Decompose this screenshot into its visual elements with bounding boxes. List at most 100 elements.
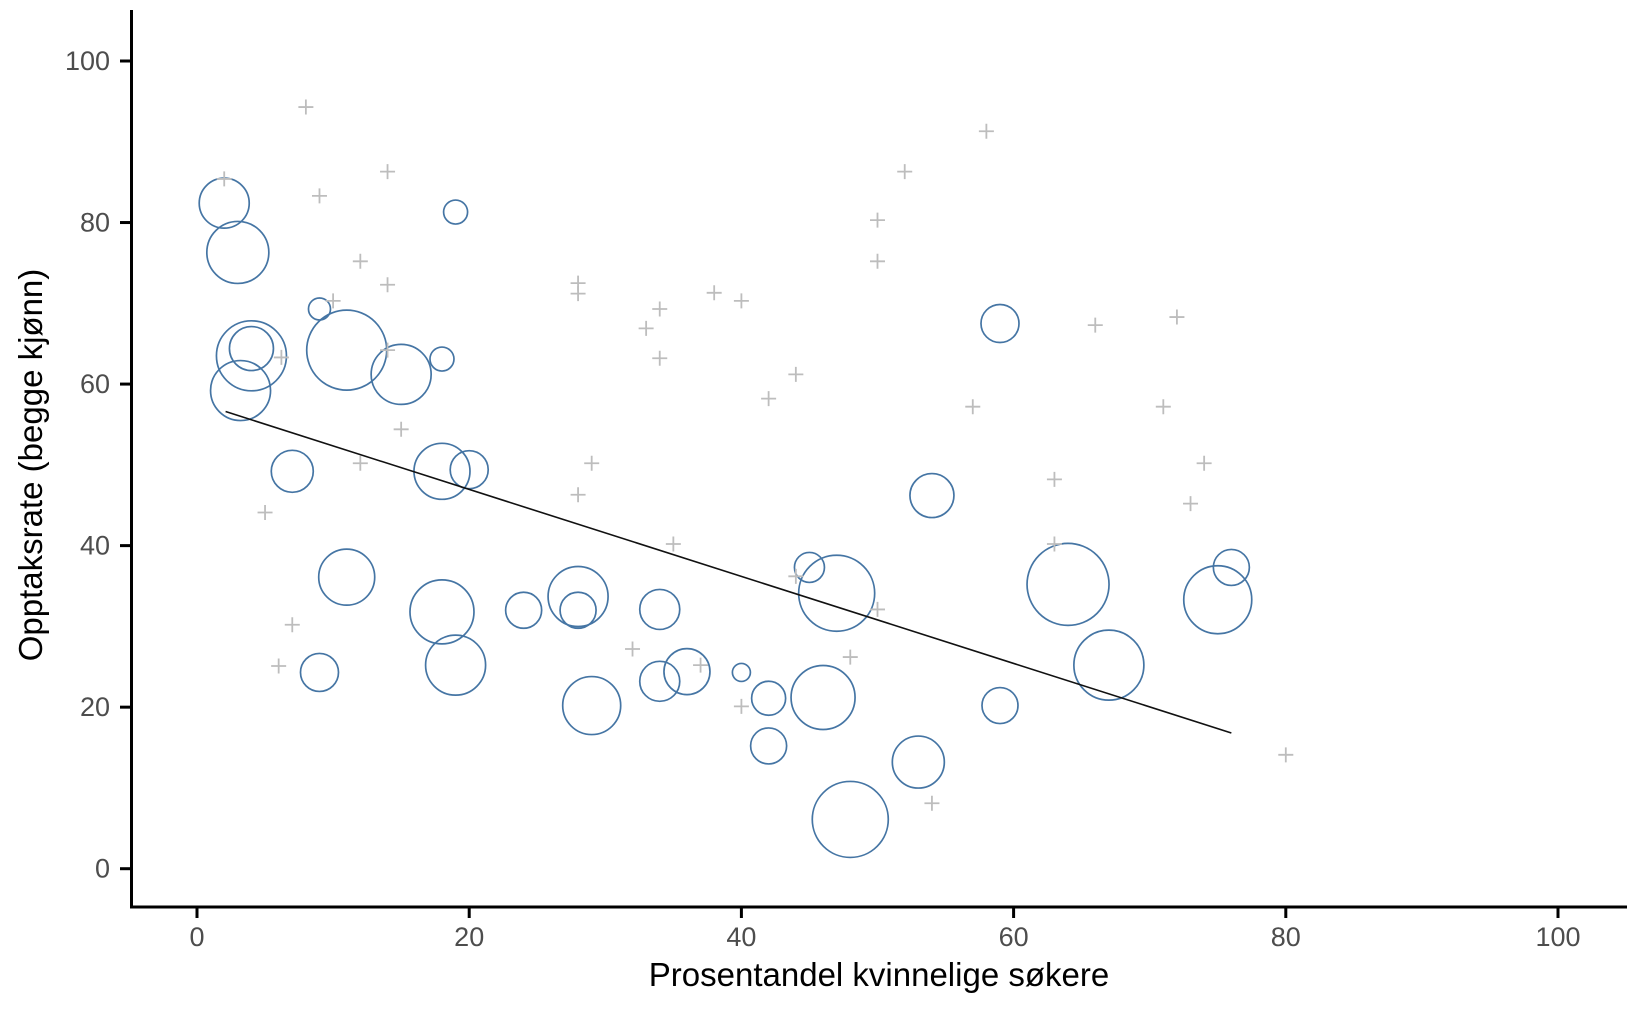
plus-marker	[271, 658, 287, 674]
x-tick-label: 40	[726, 922, 756, 952]
plus-marker	[584, 455, 600, 471]
plus-marker	[273, 349, 289, 365]
y-tick-label: 40	[80, 531, 110, 561]
x-tick-label: 80	[1271, 922, 1301, 952]
plus-marker	[257, 505, 273, 521]
x-tick-label: 100	[1535, 922, 1580, 952]
bubble-marker	[370, 343, 432, 406]
bubble-marker	[270, 449, 315, 494]
bubble-marker	[299, 652, 340, 693]
bubble-marker	[811, 780, 890, 859]
cross-series-layer	[216, 99, 1294, 811]
plus-marker	[733, 293, 749, 309]
plus-marker	[652, 350, 668, 366]
bubble-marker	[891, 735, 946, 789]
regression-line	[225, 410, 1232, 734]
bubble-series-layer	[198, 177, 1253, 859]
plus-marker	[788, 366, 804, 382]
plus-marker	[298, 99, 314, 115]
plus-marker	[380, 342, 396, 358]
plus-marker	[1183, 496, 1199, 512]
tick-layer: 0 20 40 60 80 100 0 20 40 60 80 100	[65, 46, 1581, 952]
plus-marker	[652, 301, 668, 317]
plus-marker	[1196, 455, 1212, 471]
bubble-marker	[1182, 564, 1253, 635]
bubble-marker	[215, 319, 288, 392]
x-axis-title: Prosentandel kvinnelige søkere	[649, 956, 1109, 993]
plus-marker	[665, 536, 681, 552]
plus-marker	[733, 698, 749, 714]
plus-marker	[325, 293, 341, 309]
plus-marker	[965, 399, 981, 415]
plus-marker	[216, 171, 232, 187]
plus-marker	[311, 188, 327, 204]
bubble-marker	[228, 325, 275, 372]
bubble-marker	[442, 199, 469, 225]
plus-marker	[638, 320, 654, 336]
bubble-marker	[749, 727, 788, 765]
bubble-marker	[424, 634, 487, 697]
y-tick-label: 100	[65, 46, 110, 76]
bubble-marker	[559, 591, 597, 630]
bubble-marker	[205, 220, 270, 285]
y-tick-label: 0	[95, 854, 110, 884]
bubble-marker	[1073, 629, 1145, 702]
bubble-marker	[909, 472, 955, 519]
y-tick-label: 80	[80, 208, 110, 238]
plus-marker	[1046, 471, 1062, 487]
plus-marker	[352, 455, 368, 471]
trend-line-layer	[225, 410, 1232, 734]
bubble-marker	[797, 554, 876, 633]
y-axis-title: Opptaksrate (begge kjønn)	[12, 269, 49, 662]
bubble-marker	[1212, 548, 1251, 587]
plus-marker	[625, 641, 641, 657]
bubble-marker	[663, 647, 711, 696]
plus-marker	[380, 164, 396, 180]
plus-marker	[761, 391, 777, 407]
bubble-marker	[790, 664, 856, 731]
plus-marker	[1169, 309, 1185, 325]
plus-marker	[1155, 399, 1171, 415]
bubble-marker	[429, 346, 455, 372]
plus-marker	[842, 649, 858, 665]
bubble-marker	[317, 548, 376, 606]
plus-marker	[284, 617, 300, 633]
bubble-marker	[750, 680, 787, 717]
plus-marker	[1046, 536, 1062, 552]
bubble-marker	[638, 588, 681, 631]
bubble-marker	[504, 591, 543, 630]
plus-marker	[393, 421, 409, 437]
bubble-marker	[731, 662, 752, 683]
plus-marker	[352, 253, 368, 269]
plus-marker	[897, 164, 913, 180]
plus-marker	[924, 795, 940, 811]
bubble-marker	[1026, 542, 1110, 627]
plus-marker	[788, 568, 804, 584]
plus-marker	[570, 286, 586, 302]
x-tick-label: 20	[454, 922, 484, 952]
y-tick-label: 60	[80, 369, 110, 399]
y-tick-label: 20	[80, 692, 110, 722]
plus-marker	[706, 285, 722, 301]
plus-marker	[870, 253, 885, 269]
plus-marker	[1087, 317, 1103, 333]
bubble-marker	[209, 359, 272, 422]
bubble-marker	[561, 675, 622, 736]
x-tick-label: 0	[189, 922, 204, 952]
plus-marker	[978, 123, 994, 139]
plus-marker	[1278, 747, 1294, 763]
plus-marker	[380, 277, 396, 293]
plus-marker	[870, 212, 885, 228]
bubble-marker	[981, 686, 1019, 725]
bubble-marker	[305, 309, 388, 392]
plus-marker	[693, 657, 709, 673]
bubble-marker	[409, 579, 475, 645]
bubble-marker	[793, 551, 826, 584]
x-tick-label: 60	[999, 922, 1029, 952]
bubble-marker	[980, 303, 1020, 344]
plus-marker	[570, 487, 586, 503]
bubble-marker	[638, 660, 681, 703]
plus-marker	[870, 601, 885, 617]
